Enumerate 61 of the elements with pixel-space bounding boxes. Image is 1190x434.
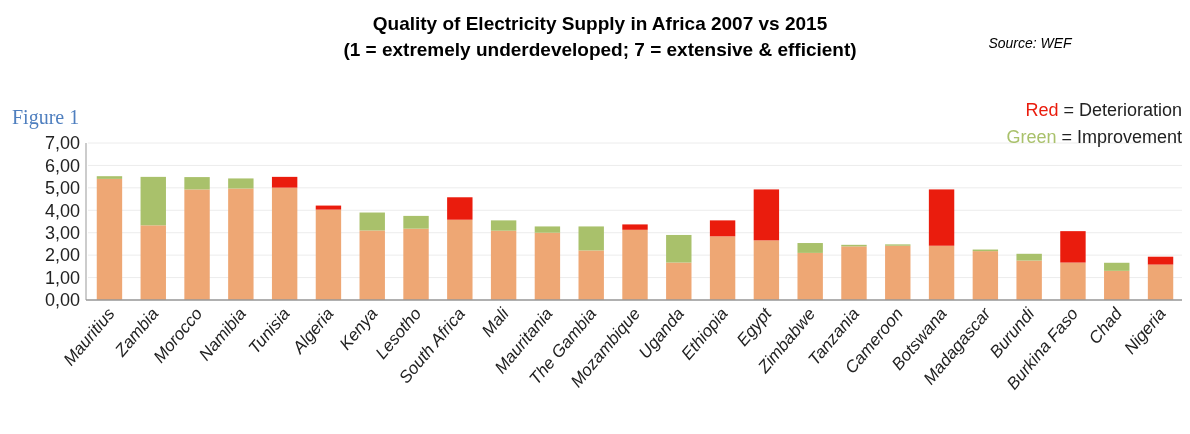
bar — [622, 229, 648, 300]
source-note: Source: WEF — [988, 35, 1074, 51]
bar — [1060, 231, 1086, 263]
bar — [315, 209, 342, 300]
bar — [359, 212, 385, 231]
bar — [753, 189, 780, 241]
bar — [1147, 264, 1174, 300]
bar — [140, 225, 166, 300]
bar — [797, 243, 823, 253]
bar — [96, 178, 123, 300]
bar — [1060, 262, 1086, 300]
bar — [490, 230, 517, 300]
bar — [447, 197, 473, 220]
y-tick-label: 0,00 — [44, 290, 80, 311]
bar — [928, 245, 955, 300]
chart-title: Quality of Electricity Supply in Africa 2007 vs 2015 — [372, 13, 828, 34]
bar — [490, 220, 517, 231]
bar — [228, 178, 254, 189]
bar — [1147, 256, 1174, 265]
bar — [578, 250, 604, 300]
bar — [534, 232, 561, 300]
bar — [666, 234, 692, 263]
bar — [1104, 262, 1130, 271]
bar — [447, 219, 473, 300]
y-tick-label: 5,00 — [44, 178, 80, 199]
bar — [184, 177, 210, 190]
bar — [1016, 253, 1042, 261]
bar — [359, 230, 385, 300]
y-tick-label: 4,00 — [44, 200, 80, 221]
bar — [841, 246, 867, 300]
bar — [315, 205, 342, 210]
bar — [403, 215, 429, 229]
bar — [578, 226, 604, 251]
bar — [885, 245, 911, 300]
chart-subtitle: (1 = extremely underdeveloped; 7 = extensive & efficient) — [343, 39, 857, 60]
bar — [622, 224, 648, 230]
bar — [184, 189, 210, 300]
bar — [96, 176, 123, 179]
y-tick-label: 7,00 — [44, 133, 80, 154]
bar — [928, 189, 955, 246]
bar — [228, 188, 254, 300]
bar — [534, 226, 561, 233]
y-tick-label: 2,00 — [44, 245, 80, 266]
bar — [972, 251, 999, 300]
text: Red = Deterioration — [1025, 100, 1182, 120]
text: Green = Improvement — [1006, 127, 1182, 147]
bar — [1016, 260, 1042, 300]
bar — [709, 236, 736, 300]
bar — [797, 252, 823, 300]
y-tick-label: 1,00 — [44, 267, 80, 288]
bar — [271, 187, 298, 300]
bar — [753, 240, 780, 300]
bar — [666, 262, 692, 300]
bar — [709, 220, 736, 237]
bar — [140, 176, 166, 226]
y-tick-label: 6,00 — [44, 155, 80, 176]
caption: Figure 1 — [12, 106, 80, 129]
y-tick-label: 3,00 — [44, 223, 80, 244]
bar — [1104, 270, 1130, 300]
bar — [403, 228, 429, 300]
bar — [271, 176, 298, 188]
